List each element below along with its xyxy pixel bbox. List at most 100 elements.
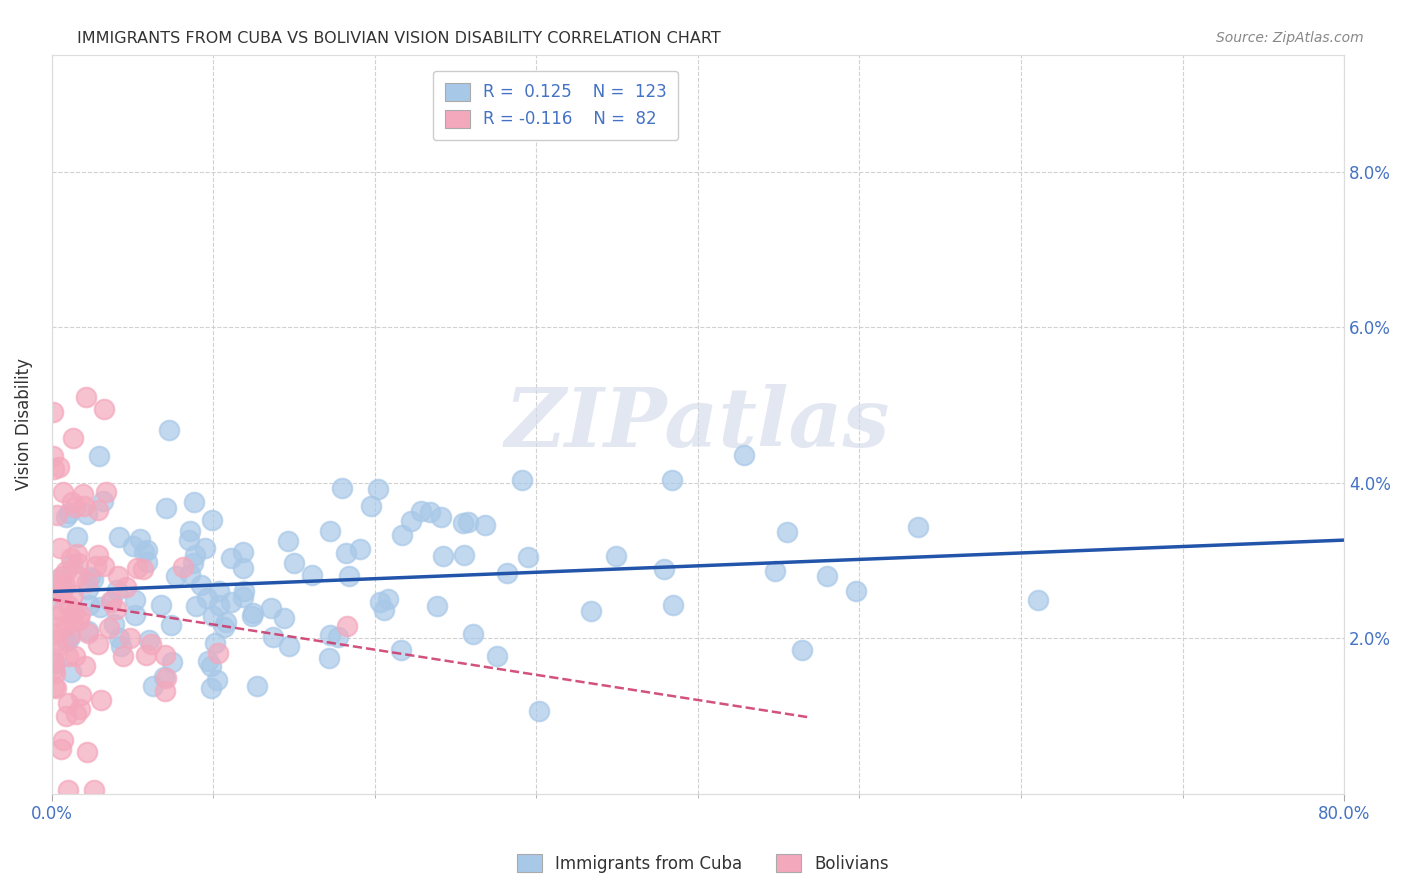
Point bbox=[60, 612, 83, 626]
Point bbox=[48, 460, 70, 475]
Point bbox=[301, 568, 323, 582]
Point bbox=[165, 568, 187, 582]
Point bbox=[76, 626, 98, 640]
Point bbox=[42, 577, 65, 591]
Point bbox=[219, 551, 242, 566]
Point bbox=[67, 569, 90, 583]
Point bbox=[42, 653, 65, 667]
Point bbox=[69, 607, 91, 621]
Point bbox=[426, 599, 449, 613]
Point bbox=[121, 539, 143, 553]
Point bbox=[53, 577, 76, 591]
Point bbox=[49, 541, 72, 556]
Point bbox=[432, 549, 454, 563]
Point bbox=[1026, 593, 1049, 607]
Point bbox=[159, 423, 181, 437]
Point bbox=[42, 405, 65, 419]
Point bbox=[90, 692, 112, 706]
Point bbox=[124, 608, 146, 623]
Text: Source: ZipAtlas.com: Source: ZipAtlas.com bbox=[1216, 31, 1364, 45]
Point bbox=[529, 704, 551, 718]
Point bbox=[132, 545, 155, 559]
Text: IMMIGRANTS FROM CUBA VS BOLIVIAN VISION DISABILITY CORRELATION CHART: IMMIGRANTS FROM CUBA VS BOLIVIAN VISION … bbox=[77, 31, 721, 46]
Point bbox=[49, 741, 72, 756]
Point bbox=[184, 599, 207, 614]
Point bbox=[98, 621, 121, 635]
Point bbox=[63, 606, 86, 620]
Point bbox=[51, 569, 73, 583]
Point bbox=[172, 559, 194, 574]
Point bbox=[84, 559, 107, 574]
Point bbox=[153, 670, 176, 684]
Point bbox=[58, 598, 80, 612]
Point bbox=[201, 608, 224, 623]
Point bbox=[94, 484, 117, 499]
Point bbox=[652, 562, 675, 576]
Point bbox=[76, 574, 98, 589]
Point bbox=[457, 515, 479, 529]
Point bbox=[790, 642, 813, 657]
Point bbox=[124, 593, 146, 607]
Point bbox=[138, 633, 160, 648]
Text: ZIPatlas: ZIPatlas bbox=[505, 384, 890, 465]
Point bbox=[115, 580, 138, 594]
Point bbox=[430, 510, 453, 524]
Legend: Immigrants from Cuba, Bolivians: Immigrants from Cuba, Bolivians bbox=[510, 847, 896, 880]
Point bbox=[79, 569, 101, 583]
Point bbox=[66, 530, 89, 544]
Point bbox=[208, 599, 231, 613]
Point bbox=[207, 646, 229, 660]
Point bbox=[273, 611, 295, 625]
Point bbox=[136, 555, 159, 569]
Point bbox=[201, 514, 224, 528]
Point bbox=[108, 631, 131, 645]
Legend: R =  0.125    N =  123, R = -0.116    N =  82: R = 0.125 N = 123, R = -0.116 N = 82 bbox=[433, 70, 679, 140]
Point bbox=[131, 562, 153, 576]
Point bbox=[91, 494, 114, 508]
Point bbox=[55, 618, 77, 632]
Point bbox=[44, 681, 66, 695]
Point bbox=[262, 630, 284, 644]
Point bbox=[200, 659, 222, 673]
Point bbox=[277, 534, 299, 549]
Point bbox=[77, 582, 100, 596]
Point bbox=[87, 503, 110, 517]
Point bbox=[184, 548, 207, 562]
Point bbox=[605, 549, 627, 563]
Point bbox=[42, 449, 65, 463]
Point bbox=[73, 499, 96, 513]
Point bbox=[44, 666, 66, 681]
Point bbox=[326, 630, 349, 644]
Point bbox=[142, 679, 165, 693]
Point bbox=[45, 632, 67, 647]
Point bbox=[232, 545, 254, 559]
Point bbox=[368, 595, 391, 609]
Point bbox=[44, 662, 66, 676]
Point bbox=[51, 581, 73, 595]
Point bbox=[510, 473, 533, 487]
Point bbox=[160, 618, 183, 632]
Point bbox=[51, 586, 73, 600]
Point bbox=[136, 543, 159, 558]
Point bbox=[42, 680, 65, 694]
Point bbox=[60, 494, 83, 508]
Point bbox=[55, 709, 77, 723]
Point bbox=[319, 628, 342, 642]
Point bbox=[63, 649, 86, 664]
Point bbox=[283, 556, 305, 570]
Point bbox=[69, 701, 91, 715]
Point bbox=[110, 639, 132, 653]
Point bbox=[52, 485, 75, 500]
Point bbox=[67, 613, 90, 627]
Point bbox=[733, 448, 755, 462]
Point bbox=[77, 624, 100, 638]
Point bbox=[155, 671, 177, 685]
Point bbox=[62, 589, 84, 603]
Point bbox=[318, 651, 340, 665]
Point bbox=[46, 608, 69, 623]
Point bbox=[179, 566, 201, 581]
Point bbox=[221, 594, 243, 608]
Point bbox=[76, 507, 98, 521]
Point bbox=[389, 643, 412, 657]
Point bbox=[763, 564, 786, 578]
